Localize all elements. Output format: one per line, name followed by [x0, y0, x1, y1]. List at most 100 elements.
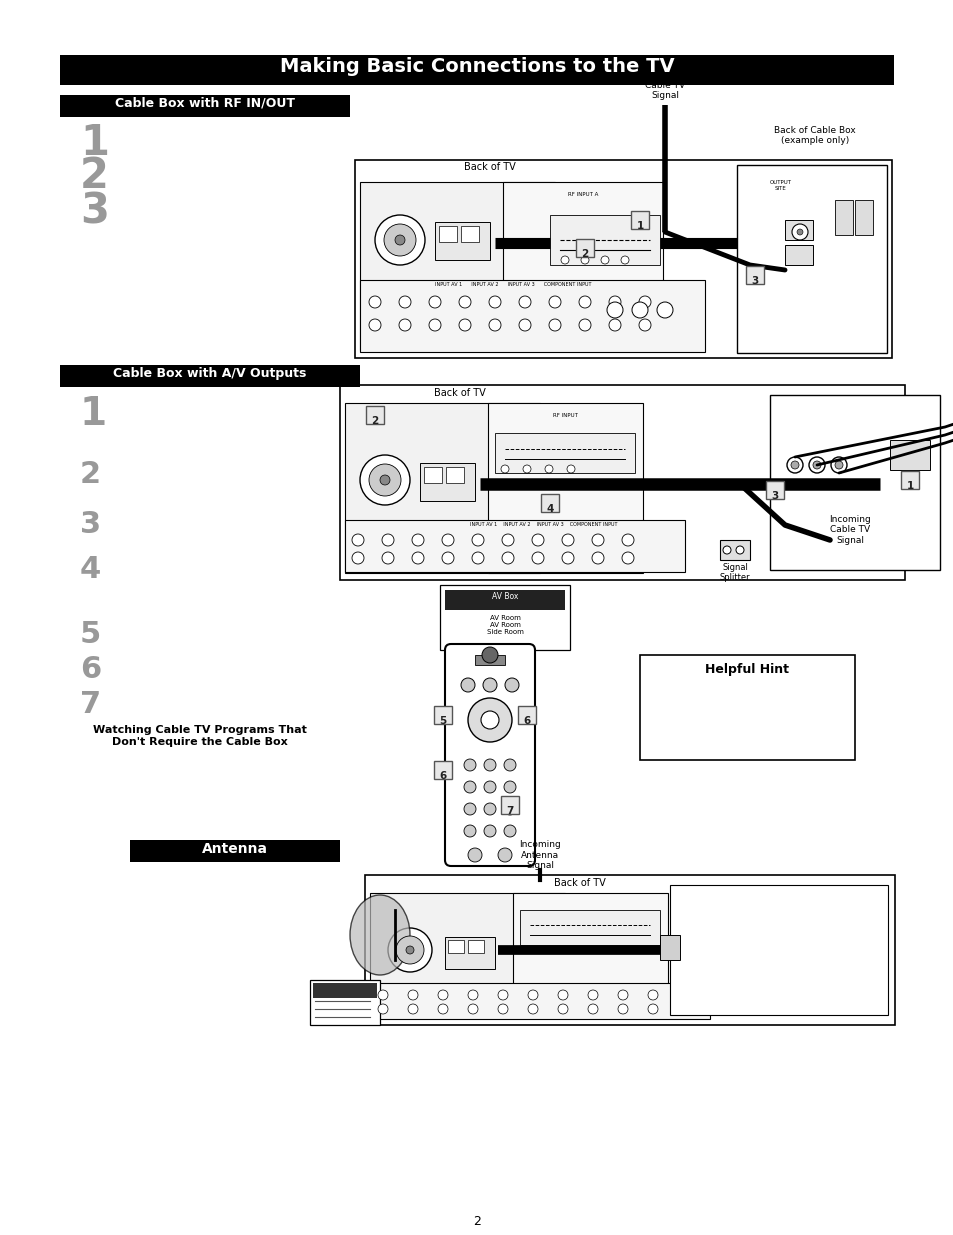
- Circle shape: [388, 927, 432, 972]
- Circle shape: [441, 534, 454, 546]
- Text: 3: 3: [80, 510, 101, 538]
- Bar: [438, 226, 456, 242]
- Bar: [359, 182, 555, 350]
- Bar: [769, 395, 939, 571]
- Circle shape: [384, 224, 416, 256]
- Circle shape: [483, 760, 496, 771]
- Circle shape: [381, 552, 394, 564]
- Bar: [444, 590, 564, 610]
- Bar: [502, 182, 662, 350]
- Circle shape: [518, 296, 531, 308]
- Bar: [448, 940, 463, 953]
- Circle shape: [647, 990, 658, 1000]
- Circle shape: [527, 990, 537, 1000]
- Circle shape: [580, 256, 588, 264]
- Ellipse shape: [468, 698, 512, 742]
- Bar: [519, 910, 659, 945]
- Circle shape: [808, 457, 824, 473]
- Bar: [488, 403, 642, 573]
- Circle shape: [620, 256, 628, 264]
- Text: 1: 1: [80, 122, 109, 164]
- Text: Making Basic Connections to the TV: Making Basic Connections to the TV: [279, 57, 674, 77]
- Ellipse shape: [350, 895, 410, 974]
- Circle shape: [504, 678, 518, 692]
- Text: INPUT AV 1      INPUT AV 2      INPUT AV 3      COMPONENT INPUT: INPUT AV 1 INPUT AV 2 INPUT AV 3 COMPONE…: [435, 282, 591, 287]
- Bar: [513, 893, 667, 1018]
- Circle shape: [544, 466, 553, 473]
- Circle shape: [369, 296, 380, 308]
- Circle shape: [830, 457, 846, 473]
- Circle shape: [527, 1004, 537, 1014]
- Circle shape: [647, 1004, 658, 1014]
- Circle shape: [578, 319, 590, 331]
- Text: 2: 2: [80, 459, 101, 489]
- Bar: [900, 471, 918, 489]
- Bar: [468, 940, 483, 953]
- Circle shape: [463, 760, 476, 771]
- Circle shape: [377, 1004, 388, 1014]
- Text: AV Room
AV Room
Side Room: AV Room AV Room Side Room: [486, 615, 523, 635]
- Text: 7: 7: [80, 690, 101, 719]
- Text: Back of TV: Back of TV: [434, 388, 485, 398]
- Circle shape: [489, 319, 500, 331]
- Circle shape: [398, 319, 411, 331]
- Circle shape: [458, 296, 471, 308]
- Circle shape: [463, 825, 476, 837]
- FancyBboxPatch shape: [444, 643, 535, 866]
- Bar: [419, 463, 475, 501]
- Bar: [576, 240, 594, 257]
- Circle shape: [592, 552, 603, 564]
- Ellipse shape: [480, 711, 498, 729]
- Bar: [423, 467, 441, 483]
- Circle shape: [796, 228, 802, 235]
- Bar: [550, 215, 659, 266]
- Circle shape: [483, 803, 496, 815]
- Circle shape: [500, 466, 509, 473]
- Bar: [434, 761, 452, 779]
- Text: 4: 4: [546, 504, 553, 514]
- Text: 1: 1: [636, 221, 643, 231]
- Circle shape: [437, 1004, 448, 1014]
- Bar: [60, 56, 893, 85]
- Circle shape: [497, 848, 512, 862]
- Text: Cable Box with A/V Outputs: Cable Box with A/V Outputs: [113, 367, 306, 380]
- Bar: [540, 494, 558, 513]
- Text: 6: 6: [523, 716, 530, 726]
- Circle shape: [489, 296, 500, 308]
- Circle shape: [600, 256, 608, 264]
- Text: Antenna: Antenna: [202, 842, 268, 856]
- Circle shape: [834, 461, 842, 469]
- Text: 2: 2: [80, 156, 109, 198]
- Circle shape: [522, 466, 531, 473]
- Bar: [339, 385, 904, 580]
- Text: 7: 7: [506, 806, 513, 816]
- Text: AV Box: AV Box: [492, 592, 517, 601]
- Bar: [434, 706, 452, 724]
- Circle shape: [468, 848, 481, 862]
- Bar: [834, 200, 852, 235]
- Circle shape: [375, 215, 424, 266]
- Circle shape: [560, 256, 568, 264]
- Text: 2: 2: [580, 249, 588, 259]
- Text: Back of Cable Box
(example only): Back of Cable Box (example only): [773, 126, 855, 144]
- Circle shape: [566, 466, 575, 473]
- Text: RF INPUT A: RF INPUT A: [567, 191, 598, 198]
- Circle shape: [497, 1004, 507, 1014]
- Bar: [669, 885, 887, 1015]
- Text: RF INPUT: RF INPUT: [552, 412, 577, 417]
- Bar: [500, 797, 518, 814]
- Circle shape: [441, 552, 454, 564]
- Bar: [370, 983, 709, 1019]
- Bar: [345, 520, 684, 572]
- Bar: [854, 200, 872, 235]
- Circle shape: [722, 546, 730, 555]
- Bar: [359, 280, 704, 352]
- Text: 3: 3: [751, 275, 758, 287]
- Circle shape: [631, 303, 647, 317]
- Circle shape: [468, 1004, 477, 1014]
- Circle shape: [359, 454, 410, 505]
- Circle shape: [639, 319, 650, 331]
- Bar: [310, 981, 379, 1025]
- Text: 3: 3: [80, 190, 109, 232]
- Bar: [784, 220, 812, 240]
